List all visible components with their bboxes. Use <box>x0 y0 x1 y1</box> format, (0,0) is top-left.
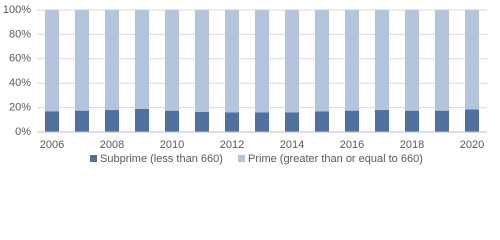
x-tick-label: 2012 <box>220 139 244 151</box>
bar-segment <box>225 10 239 113</box>
legend-swatch <box>238 155 245 162</box>
bar-segment <box>285 10 299 113</box>
bar-segment <box>345 10 359 111</box>
bar-segment <box>195 111 209 132</box>
bar-segment <box>405 110 419 132</box>
x-tick-label: 2018 <box>400 139 424 151</box>
bar-segment <box>135 108 149 132</box>
chart: 0% 20% 40% 60% 80% 100% 2006 2008 2010 2012 2014 20… <box>3 4 487 165</box>
x-tick-label: 2020 <box>460 139 484 151</box>
bar-segment <box>135 10 149 109</box>
bar-segment <box>105 10 119 111</box>
legend-label: Prime (greater than or equal to 660) <box>248 153 423 165</box>
x-tick-label: 2008 <box>100 139 124 151</box>
bar-segment <box>165 110 179 132</box>
bar-segment <box>255 10 269 113</box>
y-tick-label: 0% <box>15 126 31 138</box>
y-tick-label: 60% <box>9 53 31 65</box>
bar-segment <box>375 10 389 111</box>
bar-segment <box>75 10 89 111</box>
bar-segment <box>375 110 389 132</box>
bar-segment <box>465 10 479 110</box>
legend-label: Subprime (less than 660) <box>100 153 223 165</box>
bar-segment <box>285 112 299 132</box>
bar-segment <box>225 112 239 132</box>
bar-segment <box>465 109 479 132</box>
bar-segment <box>315 111 329 132</box>
bar-segment <box>405 10 419 111</box>
y-tick-label: 80% <box>9 28 31 40</box>
bar-segment <box>435 110 449 132</box>
bar-segment <box>255 112 269 132</box>
bar-segment <box>195 10 209 112</box>
x-tick-label: 2010 <box>160 139 184 151</box>
bar-segment <box>105 110 119 132</box>
bar-segment <box>435 10 449 111</box>
x-tick-label: 2016 <box>340 139 364 151</box>
bar-segment <box>75 110 89 132</box>
bar-segment <box>165 10 179 111</box>
page: 0% 20% 40% 60% 80% 100% 2006 2008 2010 2012 2014 20… <box>2 3 487 165</box>
legend-swatch <box>90 155 97 162</box>
x-tick-label: 2014 <box>280 139 304 151</box>
bar-segment <box>345 110 359 132</box>
bar-segment <box>315 10 329 112</box>
bar-segment <box>45 111 59 132</box>
y-tick-label: 20% <box>9 102 31 114</box>
y-tick-label: 40% <box>9 77 31 89</box>
bar-segment <box>45 10 59 112</box>
y-tick-label: 100% <box>3 4 31 16</box>
x-tick-label: 2006 <box>40 139 64 151</box>
